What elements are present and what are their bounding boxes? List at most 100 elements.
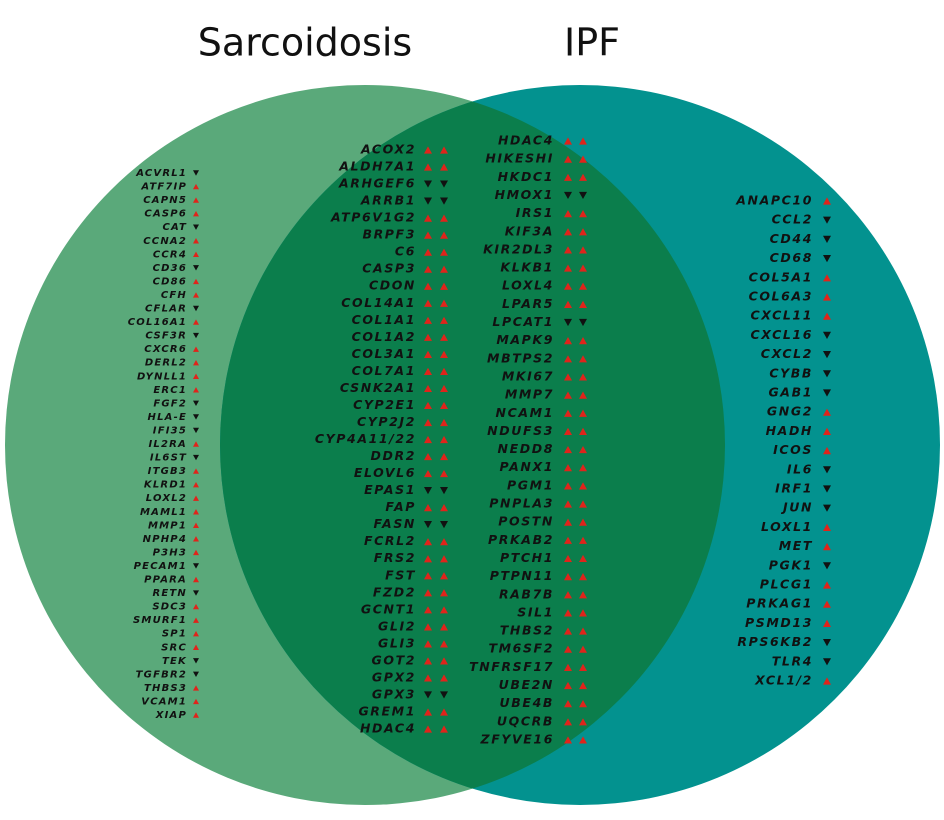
up-arrow	[440, 640, 448, 648]
up-arrow	[440, 657, 448, 665]
up-arrow	[823, 581, 831, 589]
down-arrow	[193, 427, 199, 434]
up-arrow	[564, 445, 572, 454]
up-arrow	[193, 238, 199, 244]
up-arrow	[823, 600, 831, 608]
up-arrow	[564, 173, 572, 181]
gene-label: PLCG1	[760, 577, 813, 592]
title-ipf: IPF	[564, 21, 620, 65]
up-arrow	[193, 617, 199, 623]
overlap	[220, 85, 725, 805]
up-arrow	[579, 518, 587, 526]
up-arrow	[564, 645, 572, 653]
up-arrow	[424, 435, 432, 444]
gene-label: COL7A1	[352, 363, 416, 378]
down-arrow	[579, 191, 587, 200]
gene-label: PRKAG1	[746, 596, 813, 611]
down-arrow	[823, 389, 831, 397]
up-arrow	[823, 619, 831, 627]
gene-label: CXCL16	[751, 327, 814, 342]
gene-label: HDAC4	[360, 721, 416, 736]
gene-label: FASN	[374, 516, 416, 531]
down-arrow	[193, 658, 199, 664]
up-arrow	[579, 264, 587, 272]
gene-label: C6	[395, 244, 416, 259]
gene-label: LOXL2	[146, 493, 187, 504]
up-arrow	[193, 468, 199, 474]
down-arrow	[193, 454, 199, 461]
up-arrow	[579, 427, 587, 435]
gene-label: CD44	[770, 231, 813, 246]
down-arrow	[823, 370, 831, 378]
gene-label: KIF3A	[505, 223, 554, 238]
up-arrow	[823, 677, 831, 685]
down-arrow	[823, 351, 831, 359]
up-arrow	[579, 228, 587, 236]
gene-label: POSTN	[498, 514, 554, 529]
up-arrow	[424, 640, 432, 648]
up-arrow	[440, 538, 448, 546]
gene-label: LOXL1	[761, 519, 813, 534]
up-arrow	[440, 214, 448, 222]
up-arrow	[193, 319, 199, 325]
up-arrow	[193, 387, 199, 393]
gene-label: ICOS	[773, 442, 813, 457]
down-arrow	[564, 191, 572, 200]
up-arrow	[424, 452, 432, 461]
up-arrow	[193, 183, 199, 190]
gene-label: LPAR5	[502, 296, 554, 311]
gene-label: CYBB	[769, 365, 813, 380]
up-arrow	[440, 333, 448, 341]
up-arrow	[579, 337, 587, 345]
gene-label: BRPF3	[362, 227, 416, 242]
up-arrow	[564, 663, 572, 671]
down-arrow	[823, 255, 831, 263]
gene-label: HIKESHI	[485, 151, 554, 166]
gene-label: GNG2	[767, 404, 813, 419]
gene-label: MMP1	[148, 520, 187, 531]
up-arrow	[193, 210, 199, 217]
up-arrow	[424, 504, 432, 512]
up-arrow	[579, 173, 587, 181]
gene-label: KIR2DL3	[483, 241, 554, 256]
up-arrow	[579, 609, 587, 617]
up-arrow	[424, 572, 432, 580]
up-arrow	[564, 373, 572, 381]
up-arrow	[193, 509, 199, 515]
up-arrow	[193, 278, 199, 285]
gene-label: IL6	[787, 461, 813, 476]
up-arrow	[564, 536, 572, 544]
up-arrow	[579, 246, 587, 254]
up-arrow	[564, 482, 572, 490]
gene-label: CSF3R	[145, 331, 187, 342]
up-arrow	[564, 573, 572, 581]
up-arrow	[424, 657, 432, 665]
gene-label: CCR4	[153, 249, 187, 260]
gene-label: SIL1	[517, 604, 554, 619]
gene-label: CASP3	[362, 261, 416, 276]
gene-label: P3H3	[153, 547, 187, 558]
gene-label: HADH	[766, 423, 813, 438]
gene-label: NCAM1	[496, 405, 554, 420]
gene-label: CASP6	[144, 209, 187, 220]
gene-label: XCL1/2	[754, 673, 813, 688]
up-arrow	[193, 576, 199, 583]
gene-label: PGK1	[769, 557, 813, 572]
up-arrow	[193, 481, 199, 488]
gene-label: COL6A3	[749, 289, 813, 304]
gene-label: ATF7IP	[140, 182, 187, 193]
up-arrow	[440, 623, 448, 631]
gene-label: GREM1	[358, 703, 416, 718]
up-arrow	[440, 589, 448, 597]
gene-label: DERL2	[145, 358, 187, 369]
up-arrow	[424, 623, 432, 631]
gene-label: NPHP4	[143, 534, 187, 545]
up-arrow	[424, 350, 432, 358]
gene-label: FRS2	[374, 550, 416, 565]
down-arrow	[823, 466, 831, 474]
up-arrow	[440, 708, 448, 716]
up-arrow	[440, 452, 448, 461]
up-arrow	[823, 293, 831, 301]
up-arrow	[440, 435, 448, 444]
up-arrow	[424, 316, 432, 324]
